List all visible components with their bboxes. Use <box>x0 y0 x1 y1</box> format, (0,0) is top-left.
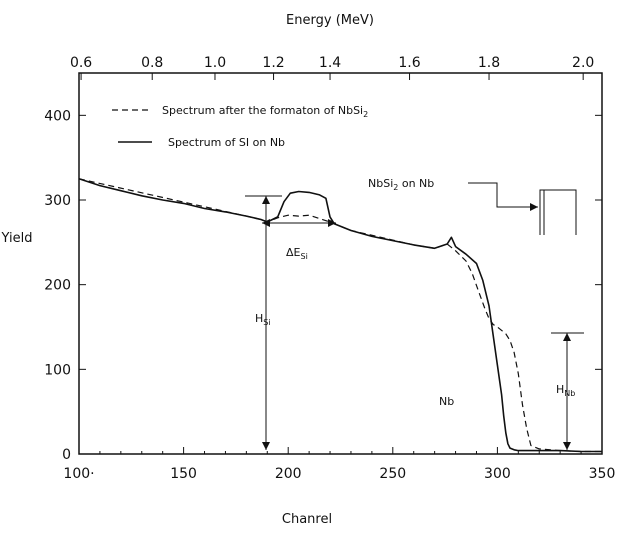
top-tick-label: 2.0 <box>572 55 594 71</box>
y-tick-label: 0 <box>62 447 71 463</box>
top-axis-title: Energy (MeV) <box>286 13 374 28</box>
nb-label: Nb <box>439 395 454 408</box>
delta-e-label: ΔESi <box>286 246 308 261</box>
top-tick-label: 0.8 <box>141 55 163 71</box>
nbsi2-structure-outer <box>539 189 577 235</box>
legend: Spectrum after the formaton of NbSi2 Spe… <box>112 104 368 149</box>
x-tick-label: 300 <box>484 466 511 482</box>
nbsi2-annotation: NbSi2 on Nb <box>368 177 577 235</box>
x-tick-label: 200 <box>275 466 302 482</box>
top-tick-label: 1.0 <box>204 55 226 71</box>
x-tick-label: 150 <box>170 466 197 482</box>
top-tick-label: 1.4 <box>319 55 341 71</box>
h-nb-annotation: HNb <box>551 332 584 450</box>
y-axis-ticks: 0 100 200 300 400 <box>44 108 602 463</box>
y-tick-label: 100 <box>44 362 71 378</box>
h-si-arrowhead-top <box>262 196 270 204</box>
top-tick-label: 1.2 <box>262 55 284 71</box>
top-tick-label: 0.6 <box>70 55 92 71</box>
x-axis-ticks: 100· 150 200 250 300 350 <box>63 447 615 482</box>
nbsi2-pointer <box>468 182 538 208</box>
x-tick-label: 100· <box>63 466 94 482</box>
top-axis-ticks: 0.6 0.8 1.0 1.2 1.4 1.6 1.8 2.0 <box>70 55 594 80</box>
x-axis-title: Chanrel <box>282 512 332 527</box>
delta-e-arrowhead-right <box>328 219 336 227</box>
y-axis-title: Yield <box>1 231 33 246</box>
delta-e-annotation: ΔESi <box>262 219 336 261</box>
legend-solid-label: Spectrum of SI on Nb <box>168 136 285 149</box>
h-nb-arrowhead-top <box>563 333 571 341</box>
h-si-arrowhead-bottom <box>262 442 270 450</box>
top-tick-label: 1.6 <box>398 55 420 71</box>
y-tick-label: 300 <box>44 193 71 209</box>
y-tick-label: 200 <box>44 278 71 294</box>
y-tick-label: 400 <box>44 108 71 124</box>
series-line-si-on-nb <box>78 178 602 453</box>
series-line-nbsi2 <box>78 178 602 453</box>
h-nb-label: HNb <box>556 383 575 398</box>
x-tick-label: 250 <box>379 466 406 482</box>
nbsi2-label: NbSi2 on Nb <box>368 177 434 192</box>
h-si-label: HSi <box>255 312 271 327</box>
h-nb-arrowhead-bottom <box>563 442 571 450</box>
legend-dashed-label: Spectrum after the formaton of NbSi2 <box>162 104 368 119</box>
h-si-annotation: HSi <box>245 195 282 450</box>
x-tick-label: 350 <box>589 466 616 482</box>
top-tick-label: 1.8 <box>478 55 500 71</box>
nbsi2-arrowhead <box>530 203 538 211</box>
plot-frame <box>78 72 603 455</box>
